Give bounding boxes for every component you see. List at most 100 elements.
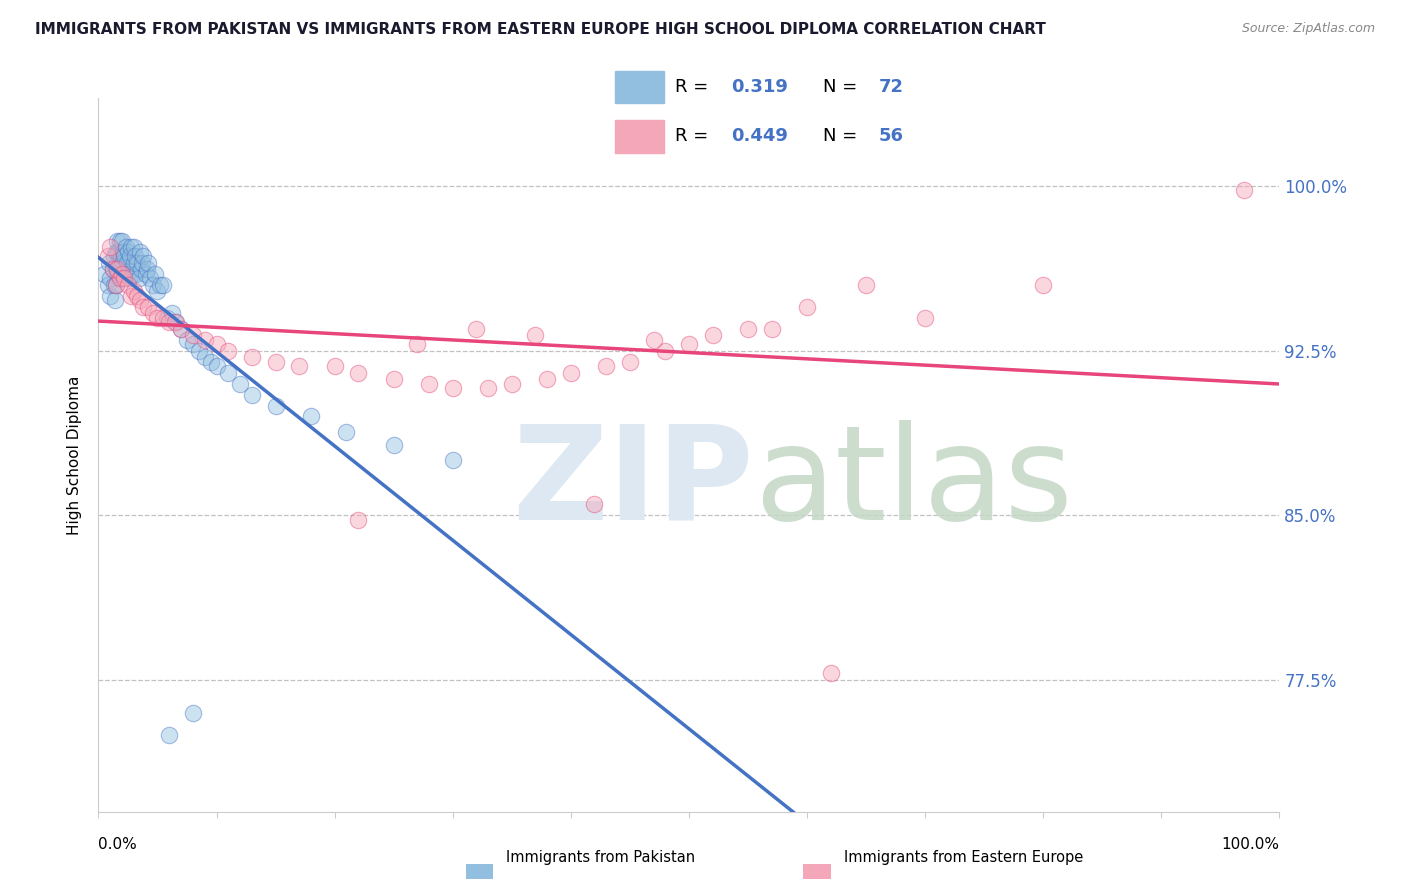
Point xyxy=(136,300,159,314)
Point xyxy=(105,256,128,270)
Point xyxy=(103,277,125,292)
Text: 0.0%: 0.0% xyxy=(98,837,138,852)
Point xyxy=(299,409,322,424)
Point xyxy=(98,289,121,303)
Point xyxy=(200,354,222,368)
Text: N =: N = xyxy=(823,78,862,96)
Point xyxy=(124,249,146,263)
Point xyxy=(264,354,287,368)
Point xyxy=(619,354,641,368)
Text: Source: ZipAtlas.com: Source: ZipAtlas.com xyxy=(1241,22,1375,36)
Point xyxy=(101,262,124,277)
Point xyxy=(702,328,724,343)
Point xyxy=(796,300,818,314)
Point xyxy=(131,256,153,270)
Point xyxy=(181,328,204,343)
Point xyxy=(146,285,169,299)
FancyBboxPatch shape xyxy=(616,70,665,103)
Point xyxy=(170,321,193,335)
Point xyxy=(441,381,464,395)
Point xyxy=(129,262,152,277)
Point xyxy=(105,277,128,292)
Point xyxy=(108,271,131,285)
Point xyxy=(176,333,198,347)
Point xyxy=(115,256,138,270)
Point xyxy=(117,277,139,292)
Point xyxy=(112,271,135,285)
Point xyxy=(347,513,370,527)
Point xyxy=(125,267,148,281)
Point xyxy=(181,337,204,351)
Point xyxy=(914,310,936,325)
Point xyxy=(108,256,131,270)
Point xyxy=(323,359,346,373)
Point xyxy=(128,271,150,285)
Point xyxy=(264,399,287,413)
Text: R =: R = xyxy=(675,128,714,145)
Text: ZIP: ZIP xyxy=(512,420,754,547)
Point xyxy=(595,359,617,373)
Point xyxy=(820,666,842,681)
Text: 0.319: 0.319 xyxy=(731,78,787,96)
Point xyxy=(143,267,166,281)
Point xyxy=(187,343,209,358)
Point xyxy=(855,277,877,292)
Point xyxy=(108,234,131,248)
Text: 72: 72 xyxy=(879,78,904,96)
Point xyxy=(122,285,145,299)
Point xyxy=(1032,277,1054,292)
Text: N =: N = xyxy=(823,128,862,145)
Point xyxy=(160,306,183,320)
Point xyxy=(441,453,464,467)
Point xyxy=(477,381,499,395)
Point xyxy=(107,244,129,259)
Point xyxy=(103,249,125,263)
FancyBboxPatch shape xyxy=(465,863,494,880)
Point xyxy=(112,244,135,259)
Point xyxy=(120,249,142,263)
Point xyxy=(98,240,121,254)
Point xyxy=(110,271,132,285)
Point xyxy=(97,277,120,292)
Text: 100.0%: 100.0% xyxy=(1222,837,1279,852)
Text: atlas: atlas xyxy=(754,420,1073,547)
Point xyxy=(98,256,121,270)
Point xyxy=(128,244,150,259)
Text: R =: R = xyxy=(675,78,714,96)
Y-axis label: High School Diploma: High School Diploma xyxy=(67,376,83,534)
Point xyxy=(121,240,143,254)
Point xyxy=(135,262,157,277)
Point xyxy=(643,333,665,347)
Point xyxy=(217,343,239,358)
Point xyxy=(105,244,128,259)
Point xyxy=(560,366,582,380)
Point xyxy=(181,706,204,720)
Point xyxy=(112,267,135,281)
Point xyxy=(142,277,165,292)
Point xyxy=(465,321,488,335)
Point xyxy=(105,277,128,292)
Point xyxy=(205,359,228,373)
Point xyxy=(114,240,136,254)
FancyBboxPatch shape xyxy=(616,120,665,153)
Point xyxy=(737,321,759,335)
Point xyxy=(157,315,180,329)
Point xyxy=(121,267,143,281)
Text: IMMIGRANTS FROM PAKISTAN VS IMMIGRANTS FROM EASTERN EUROPE HIGH SCHOOL DIPLOMA C: IMMIGRANTS FROM PAKISTAN VS IMMIGRANTS F… xyxy=(35,22,1046,37)
Point xyxy=(132,300,155,314)
Point xyxy=(142,306,165,320)
Point xyxy=(127,289,149,303)
Point xyxy=(288,359,311,373)
Point xyxy=(194,333,217,347)
Point xyxy=(229,376,252,391)
Point xyxy=(335,425,357,439)
Point xyxy=(111,267,134,281)
Point xyxy=(382,438,405,452)
Point xyxy=(678,337,700,351)
Point xyxy=(117,267,139,281)
Point xyxy=(165,315,187,329)
Point xyxy=(654,343,676,358)
Point xyxy=(121,289,143,303)
Point xyxy=(524,328,547,343)
Point xyxy=(1233,183,1256,197)
